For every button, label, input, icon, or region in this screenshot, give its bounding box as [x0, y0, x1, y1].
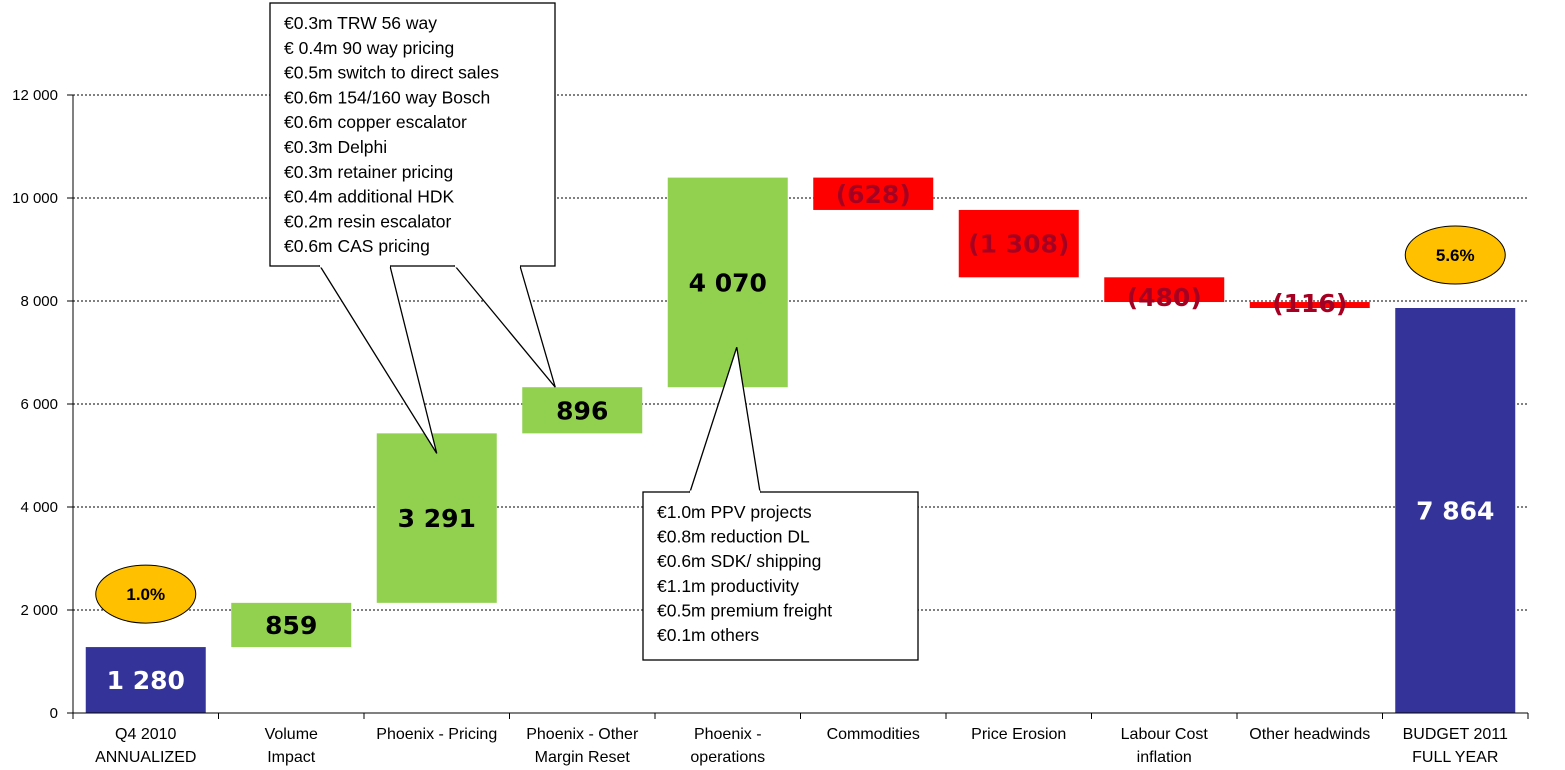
bar-decrease — [1104, 277, 1225, 303]
bar-decrease — [1249, 302, 1370, 309]
x-tick-label-line: operations — [690, 749, 765, 766]
callout-line: € 0.4m 90 way pricing — [284, 38, 454, 58]
x-tick-label: BUDGET 2011 FULL YEAR — [1403, 726, 1508, 766]
data-label: 4 070 — [689, 268, 767, 297]
callout-line: €0.3m Delphi — [284, 137, 387, 157]
bar-series: 1 280 859 3 291 896 4 070 (628) (1 308) (480) (1… — [85, 177, 1516, 713]
callout-line: €0.5m switch to direct sales — [284, 63, 499, 83]
x-axis: Q4 2010 ANNUALIZED Volume Impact Phoenix - P… — [72, 712, 1529, 766]
callout-line: €0.6m CAS pricing — [284, 236, 430, 256]
callout-line: €0.1m others — [657, 625, 759, 645]
callout-line: €0.5m premium freight — [657, 600, 832, 620]
callout-operations-notes: €1.0m PPV projects €0.8m reduction DL €0.6… — [642, 347, 919, 661]
x-tick-label: Volume Impact — [265, 726, 318, 766]
data-label: (628) — [836, 180, 911, 209]
margin-badge — [1404, 225, 1506, 285]
x-tick-label-line: Phoenix - Pricing — [376, 726, 497, 743]
y-tick-label: 6 000 — [20, 396, 58, 413]
callout-line: €0.4m additional HDK — [284, 187, 455, 207]
data-label: (116) — [1272, 289, 1347, 318]
margin-badge — [95, 564, 197, 624]
x-tick-label: Phoenix - operations — [690, 726, 765, 766]
x-tick-label-line: BUDGET 2011 — [1403, 726, 1508, 743]
data-label: 896 — [556, 396, 608, 425]
x-tick-label: Price Erosion — [971, 726, 1066, 743]
callout-line: €0.3m TRW 56 way — [284, 13, 437, 33]
x-tick-label-line: ANNUALIZED — [95, 749, 196, 766]
callout-line: €0.2m resin escalator — [284, 211, 451, 231]
data-label: 7 864 — [1416, 497, 1494, 526]
y-tick-label: 0 — [50, 705, 58, 722]
callout-line: €0.8m reduction DL — [657, 527, 810, 547]
x-tick-label-line: Q4 2010 — [115, 726, 176, 743]
x-tick-label: Phoenix - Other Margin Reset — [526, 726, 639, 766]
x-tick-label-line: Phoenix - — [694, 726, 762, 743]
callout-pointer — [453, 265, 556, 388]
data-label: (480) — [1127, 283, 1202, 312]
data-label: 1 280 — [107, 666, 185, 695]
x-tick-label-line: inflation — [1137, 749, 1192, 766]
bar-increase — [667, 177, 788, 388]
x-tick-label-line: Phoenix - Other — [526, 726, 639, 743]
x-tick-label-line: Volume — [265, 726, 318, 743]
callout-box — [642, 491, 919, 661]
x-tick-label-line: Other headwinds — [1249, 726, 1370, 743]
margin-badge-label: 5.6% — [1436, 246, 1475, 265]
x-tick-label: Phoenix - Pricing — [376, 726, 497, 743]
bar-decrease — [958, 209, 1079, 278]
margin-badges: 1.0% 5.6% — [95, 225, 1506, 624]
bar-total — [1395, 308, 1516, 713]
bar-decrease — [813, 177, 934, 210]
y-tick-label: 12 000 — [12, 87, 58, 104]
bar-total — [85, 647, 206, 713]
x-tick-label: Commodities — [827, 726, 920, 743]
bar-increase — [522, 387, 643, 434]
callout-line: €0.6m SDK/ shipping — [657, 551, 821, 571]
callout-box — [269, 2, 556, 267]
y-tick-label: 10 000 — [12, 190, 58, 207]
callout-line: €1.1m productivity — [657, 576, 799, 596]
data-label: (1 308) — [968, 230, 1069, 259]
callout-line: €0.6m 154/160 way Bosch — [284, 87, 490, 107]
callout-line: €0.6m copper escalator — [284, 112, 467, 132]
data-label: 3 291 — [398, 504, 476, 533]
x-tick-label: Q4 2010 ANNUALIZED — [95, 726, 196, 766]
x-tick-label: Other headwinds — [1249, 726, 1370, 743]
bar-increase — [376, 433, 497, 603]
y-tick-label: 4 000 — [20, 499, 58, 516]
callouts: €0.3m TRW 56 way € 0.4m 90 way pricing €0.… — [269, 2, 919, 661]
callout-line: €1.0m PPV projects — [657, 502, 812, 522]
x-tick-label-line: Impact — [267, 749, 316, 766]
x-tick-label-line: FULL YEAR — [1412, 749, 1498, 766]
y-tick-label: 8 000 — [20, 293, 58, 310]
gridlines — [73, 94, 1528, 611]
y-tick-label: 2 000 — [20, 602, 58, 619]
x-tick-label-line: Commodities — [827, 726, 920, 743]
x-tick-label: Labour Cost inflation — [1121, 726, 1209, 766]
x-tick-label-line: Margin Reset — [535, 749, 631, 766]
callout-pricing-notes: €0.3m TRW 56 way € 0.4m 90 way pricing €0.… — [269, 2, 556, 454]
margin-badge-label: 1.0% — [126, 585, 165, 604]
callout-pointer — [318, 265, 438, 454]
callout-line: €0.3m retainer pricing — [284, 162, 453, 182]
x-tick-label-line: Price Erosion — [971, 726, 1066, 743]
bar-increase — [231, 602, 352, 648]
y-axis: 0 2 000 4 000 6 000 8 000 10 000 12 000 — [12, 87, 74, 722]
x-tick-label-line: Labour Cost — [1121, 726, 1209, 743]
data-label: 859 — [265, 611, 317, 640]
